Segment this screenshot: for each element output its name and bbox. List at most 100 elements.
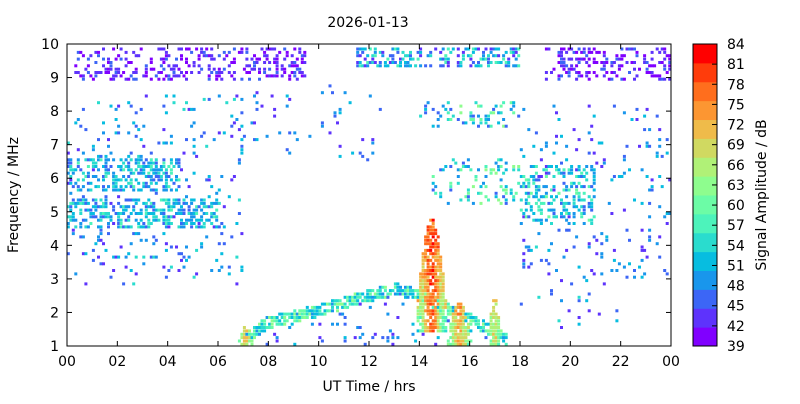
data-point [144, 225, 148, 229]
data-point [182, 201, 186, 205]
data-point [622, 154, 626, 158]
data-point [436, 118, 440, 121]
colorbar-tick-label: 63 [727, 178, 745, 194]
data-point [441, 326, 445, 329]
data-point [648, 215, 652, 219]
data-point [305, 316, 309, 319]
data-point [421, 262, 425, 266]
data-point [640, 248, 644, 252]
data-point [245, 336, 249, 340]
data-point [534, 188, 538, 192]
data-point [459, 319, 463, 323]
data-point [570, 165, 574, 168]
data-point [149, 212, 153, 215]
data-point [416, 292, 420, 296]
data-point [99, 228, 103, 232]
data-point [431, 262, 435, 266]
data-point [439, 282, 443, 286]
data-point [421, 316, 425, 319]
data-point [109, 215, 113, 219]
data-point [527, 128, 531, 132]
data-point [560, 57, 563, 61]
data-point [658, 138, 662, 142]
data-point [144, 175, 148, 178]
data-point [492, 336, 496, 340]
data-point [127, 131, 131, 135]
data-point [406, 64, 410, 68]
data-point [434, 232, 438, 236]
data-point [431, 272, 435, 276]
data-point [368, 47, 372, 51]
data-point [552, 151, 556, 155]
data-point [69, 208, 73, 212]
data-point [129, 181, 133, 185]
data-point [134, 255, 138, 259]
data-point [81, 252, 85, 256]
data-point [600, 232, 604, 236]
data-point [303, 74, 307, 78]
colorbar-tick-label: 66 [727, 158, 745, 174]
data-point [494, 299, 498, 303]
data-point [529, 262, 533, 266]
data-point [300, 57, 304, 61]
data-point [152, 171, 156, 175]
data-point [419, 279, 423, 283]
data-point [242, 339, 246, 343]
data-point [439, 292, 443, 296]
data-point [144, 212, 148, 215]
data-point [182, 151, 186, 155]
data-point [147, 161, 151, 165]
data-point [648, 64, 652, 68]
data-point [378, 289, 382, 293]
data-point [426, 326, 430, 329]
data-point [112, 269, 116, 272]
data-point [207, 178, 211, 182]
data-point [172, 67, 176, 71]
data-point [185, 101, 188, 105]
data-point [537, 178, 541, 182]
data-point [192, 222, 196, 225]
data-point [373, 50, 377, 54]
data-point [114, 175, 118, 178]
data-point [436, 316, 440, 319]
data-point [207, 74, 211, 78]
data-point [441, 292, 445, 296]
data-point [197, 64, 201, 68]
data-point [167, 215, 171, 219]
data-point [617, 262, 621, 266]
data-point [250, 57, 254, 61]
data-point [235, 118, 239, 121]
data-point [471, 114, 475, 118]
data-point [419, 272, 423, 276]
data-point [147, 218, 151, 222]
data-point [456, 47, 460, 51]
data-point [648, 188, 652, 192]
data-point [137, 212, 141, 215]
colorbar-tick-label: 45 [727, 299, 745, 315]
data-point [592, 181, 596, 185]
data-point [215, 201, 219, 205]
data-point [565, 248, 569, 252]
data-point [114, 71, 118, 74]
data-point [658, 205, 662, 209]
data-point [426, 329, 430, 333]
data-point [361, 332, 365, 336]
data-point [112, 208, 116, 212]
data-point [522, 175, 526, 178]
data-point [431, 218, 435, 222]
data-point [419, 64, 423, 68]
data-point [275, 339, 279, 343]
data-point [142, 181, 146, 185]
data-point [303, 50, 307, 54]
data-point [94, 165, 98, 168]
data-point [454, 312, 458, 316]
data-point [419, 305, 423, 309]
data-point [139, 188, 143, 192]
data-point [245, 329, 249, 333]
data-point [565, 228, 569, 232]
data-point [459, 198, 463, 202]
data-point [590, 138, 594, 142]
data-point [190, 222, 194, 225]
data-point [471, 201, 475, 205]
colorbar-tick-label: 84 [727, 37, 745, 53]
